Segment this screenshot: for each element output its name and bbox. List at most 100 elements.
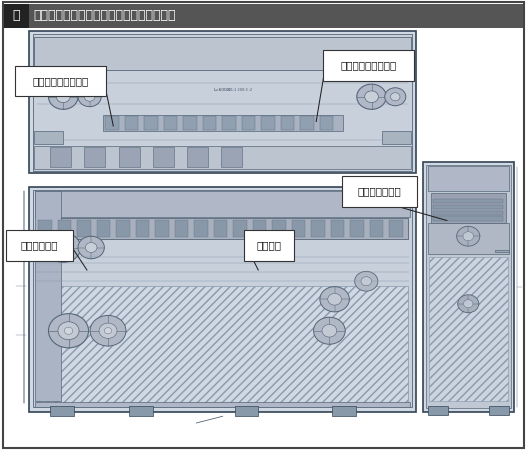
Bar: [153, 147, 174, 166]
Bar: [495, 250, 509, 252]
Circle shape: [464, 300, 473, 308]
Circle shape: [99, 323, 117, 338]
Bar: [50, 147, 71, 166]
Bar: [242, 116, 255, 130]
Circle shape: [355, 271, 378, 291]
Bar: [332, 406, 356, 416]
Circle shape: [56, 91, 70, 103]
Text: 図: 図: [13, 9, 20, 22]
Bar: [350, 220, 364, 237]
Circle shape: [322, 324, 337, 337]
Circle shape: [48, 314, 89, 348]
Bar: [97, 220, 110, 237]
Text: アイドラ構造: アイドラ構造: [21, 240, 58, 250]
Bar: [29, 32, 416, 173]
Bar: [428, 223, 509, 254]
Bar: [203, 116, 216, 130]
Bar: [34, 37, 411, 70]
Bar: [35, 191, 410, 217]
Circle shape: [456, 226, 480, 246]
FancyBboxPatch shape: [324, 50, 414, 81]
Bar: [116, 220, 130, 237]
Bar: [144, 116, 158, 130]
Bar: [38, 220, 52, 237]
Bar: [221, 147, 242, 166]
Circle shape: [104, 328, 112, 334]
Bar: [281, 116, 294, 130]
Circle shape: [391, 93, 400, 101]
Bar: [34, 130, 63, 144]
Bar: [433, 211, 503, 215]
Bar: [33, 34, 412, 171]
Circle shape: [314, 317, 345, 344]
Circle shape: [84, 92, 95, 101]
Bar: [58, 220, 71, 237]
Bar: [382, 130, 411, 144]
Bar: [136, 220, 149, 237]
Circle shape: [457, 295, 479, 313]
Bar: [426, 165, 511, 408]
Bar: [311, 220, 325, 237]
Text: チェーン駆動系: チェーン駆動系: [357, 186, 402, 196]
Bar: [84, 147, 105, 166]
Bar: [331, 220, 344, 237]
Text: テンション調節機構: テンション調節機構: [33, 76, 89, 86]
Bar: [37, 286, 408, 403]
FancyBboxPatch shape: [15, 66, 106, 96]
Text: 液中走行耐久試験機の正面図と右側面図: 液中走行耐久試験機の正面図と右側面図: [33, 9, 175, 22]
Circle shape: [385, 88, 406, 106]
Bar: [261, 116, 275, 130]
Text: L=600.5: L=600.5: [214, 88, 231, 92]
Bar: [34, 146, 411, 169]
Circle shape: [78, 87, 101, 107]
FancyBboxPatch shape: [6, 230, 73, 261]
Bar: [253, 220, 266, 237]
Bar: [103, 115, 343, 130]
Bar: [29, 187, 416, 412]
Bar: [33, 190, 412, 407]
Circle shape: [361, 277, 372, 286]
Circle shape: [328, 293, 341, 305]
Circle shape: [463, 232, 474, 241]
Text: ギアモータ設置構造: ギアモータ設置構造: [341, 60, 397, 70]
Bar: [4, 4, 29, 28]
Bar: [370, 220, 383, 237]
Bar: [35, 191, 61, 400]
Bar: [428, 166, 509, 191]
Text: 201:1 200:3 :2: 201:1 200:3 :2: [225, 88, 252, 92]
Bar: [272, 220, 286, 237]
Bar: [300, 116, 314, 130]
Bar: [50, 406, 74, 416]
Circle shape: [58, 322, 79, 340]
FancyBboxPatch shape: [243, 230, 294, 261]
Bar: [433, 205, 503, 209]
Circle shape: [90, 315, 126, 346]
Bar: [187, 147, 208, 166]
Bar: [194, 220, 208, 237]
Bar: [433, 216, 503, 220]
Circle shape: [320, 287, 349, 312]
Bar: [214, 220, 227, 237]
Circle shape: [357, 84, 386, 109]
Circle shape: [55, 241, 71, 254]
Circle shape: [64, 327, 73, 334]
Bar: [433, 199, 503, 203]
Circle shape: [46, 233, 81, 262]
Circle shape: [78, 236, 104, 259]
Circle shape: [365, 91, 378, 103]
Bar: [429, 256, 508, 400]
Bar: [428, 406, 448, 415]
Bar: [164, 116, 177, 130]
Bar: [37, 218, 408, 239]
Bar: [119, 147, 140, 166]
Circle shape: [48, 84, 78, 109]
Bar: [320, 116, 333, 130]
Bar: [233, 220, 247, 237]
Bar: [4, 4, 523, 28]
Bar: [125, 116, 138, 130]
Bar: [489, 406, 509, 415]
Bar: [155, 220, 169, 237]
Bar: [129, 406, 153, 416]
Circle shape: [85, 243, 97, 252]
Bar: [389, 220, 403, 237]
